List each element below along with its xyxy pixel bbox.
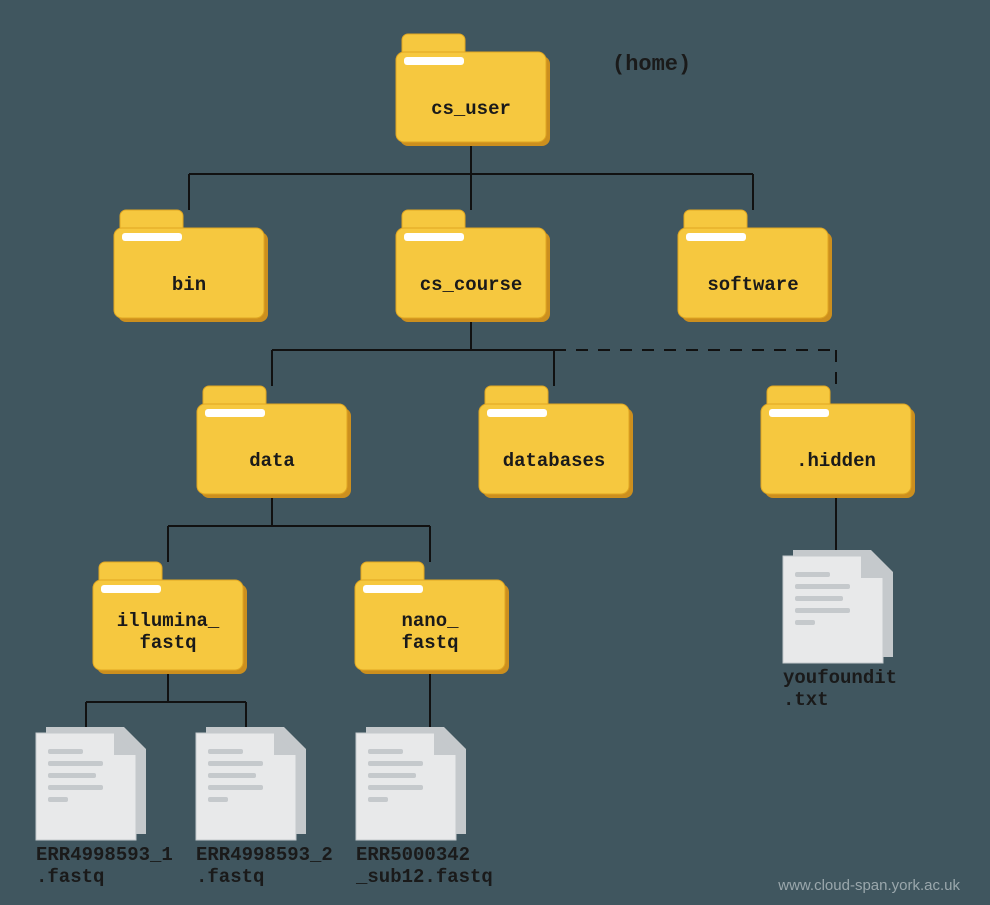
file-textline (795, 584, 850, 589)
file-youfound: youfoundit.txt (783, 550, 897, 711)
folder-label: cs_course (420, 274, 523, 296)
file-textline (48, 773, 96, 778)
home-annotation: (home) (612, 52, 691, 77)
file-textline (368, 773, 416, 778)
file-err1: ERR4998593_1.fastq (36, 727, 173, 888)
file-textline (795, 608, 850, 613)
nodes: cs_userbin cs_course software data databases… (36, 34, 915, 888)
file-label: ERR4998593_2.fastq (196, 844, 333, 888)
folder-stripe (404, 57, 464, 65)
folder-bin: bin (114, 210, 268, 322)
folder-body (396, 228, 546, 318)
folder-body (197, 404, 347, 494)
folder-nano: nano_fastq (355, 562, 509, 674)
file-label: ERR5000342_sub12.fastq (355, 844, 493, 888)
watermark: www.cloud-span.york.ac.uk (777, 877, 960, 894)
folder-hidden: .hidden (761, 386, 915, 498)
folder-label: data (249, 450, 295, 472)
folder-label: .hidden (796, 450, 876, 472)
file-textline (795, 596, 843, 601)
file-textline (48, 785, 103, 790)
file-textline (208, 797, 228, 802)
folder-label: databases (503, 450, 606, 472)
folder-stripe (101, 585, 161, 593)
file-textline (208, 773, 256, 778)
folder-stripe (686, 233, 746, 241)
file-textline (208, 761, 263, 766)
folder-databases: databases (479, 386, 633, 498)
file-textline (795, 572, 830, 577)
file-textline (368, 797, 388, 802)
folder-illumina: illumina_fastq (93, 562, 247, 674)
folder-stripe (769, 409, 829, 417)
folder-cs_user: cs_user (396, 34, 550, 146)
file-textline (208, 749, 243, 754)
file-textline (368, 761, 423, 766)
folder-body (114, 228, 264, 318)
folder-stripe (404, 233, 464, 241)
file-textline (48, 749, 83, 754)
folder-body (396, 52, 546, 142)
file-err2: ERR4998593_2.fastq (196, 727, 333, 888)
folder-body (678, 228, 828, 318)
folder-label: bin (172, 274, 206, 296)
folder-label: software (707, 274, 798, 296)
folder-body (761, 404, 911, 494)
filesystem-tree-diagram: cs_userbin cs_course software data databases… (0, 0, 990, 905)
folder-cs_course: cs_course (396, 210, 550, 322)
file-textline (368, 785, 423, 790)
folder-stripe (205, 409, 265, 417)
folder-stripe (122, 233, 182, 241)
file-textline (48, 797, 68, 802)
folder-software: software (678, 210, 832, 322)
file-textline (208, 785, 263, 790)
file-err3: ERR5000342_sub12.fastq (355, 727, 493, 888)
file-label: youfoundit.txt (783, 667, 897, 711)
folder-data: data (197, 386, 351, 498)
file-textline (795, 620, 815, 625)
folder-label: cs_user (431, 98, 511, 120)
folder-stripe (487, 409, 547, 417)
file-textline (48, 761, 103, 766)
file-textline (368, 749, 403, 754)
file-label: ERR4998593_1.fastq (36, 844, 173, 888)
folder-label: nano_fastq (401, 610, 459, 654)
folder-stripe (363, 585, 423, 593)
folder-body (479, 404, 629, 494)
